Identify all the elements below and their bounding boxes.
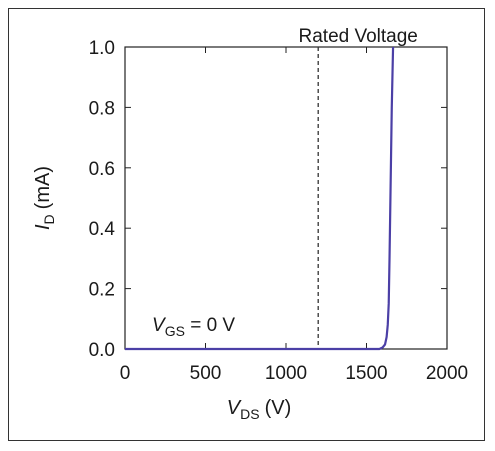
y-axis-label-sub: D [41,214,57,224]
y-tick-label: 0.8 [89,98,115,119]
y-tick-label: 0.6 [89,159,115,180]
y-tick-labels: 0.0 0.2 0.4 0.6 0.8 1.0 [89,38,116,361]
y-tick-label: 0.4 [89,219,116,240]
plot-area [124,46,448,350]
x-tick-label: 0 [120,363,131,384]
vgs-annotation: VGS = 0 V [152,315,235,339]
y-axis-label-unit: (mA) [32,166,54,209]
axis-ticks [124,46,448,350]
x-axis-label: VDS (V) [227,397,291,422]
id-vds-chart: 0 500 1000 1500 2000 0.0 0.2 0.4 0.6 0.8 1.0 Rate… [32,26,468,422]
vgs-annotation-sub: GS [165,323,185,339]
x-axis-label-sub: DS [240,406,259,422]
vgs-annotation-var: V [152,315,167,336]
rated-voltage-label: Rated Voltage [299,26,418,47]
y-tick-label: 0.0 [89,340,115,361]
x-tick-label: 500 [190,363,222,384]
x-axis-label-unit: (V) [265,397,292,419]
y-tick-label: 1.0 [89,38,115,59]
x-tick-label: 1000 [265,363,307,384]
x-axis-label-var: V [227,397,242,419]
y-axis-label-var: I [32,224,54,230]
vgs-annotation-text: = 0 V [185,315,235,336]
series-line [125,46,395,351]
y-tick-label: 0.2 [89,280,115,301]
x-tick-labels: 0 500 1000 1500 2000 [120,363,468,384]
x-tick-label: 2000 [426,363,468,384]
chart-frame: 0 500 1000 1500 2000 0.0 0.2 0.4 0.6 0.8 1.0 Rate… [8,8,485,441]
y-axis-label: ID (mA) [32,166,57,230]
x-tick-label: 1500 [345,363,387,384]
